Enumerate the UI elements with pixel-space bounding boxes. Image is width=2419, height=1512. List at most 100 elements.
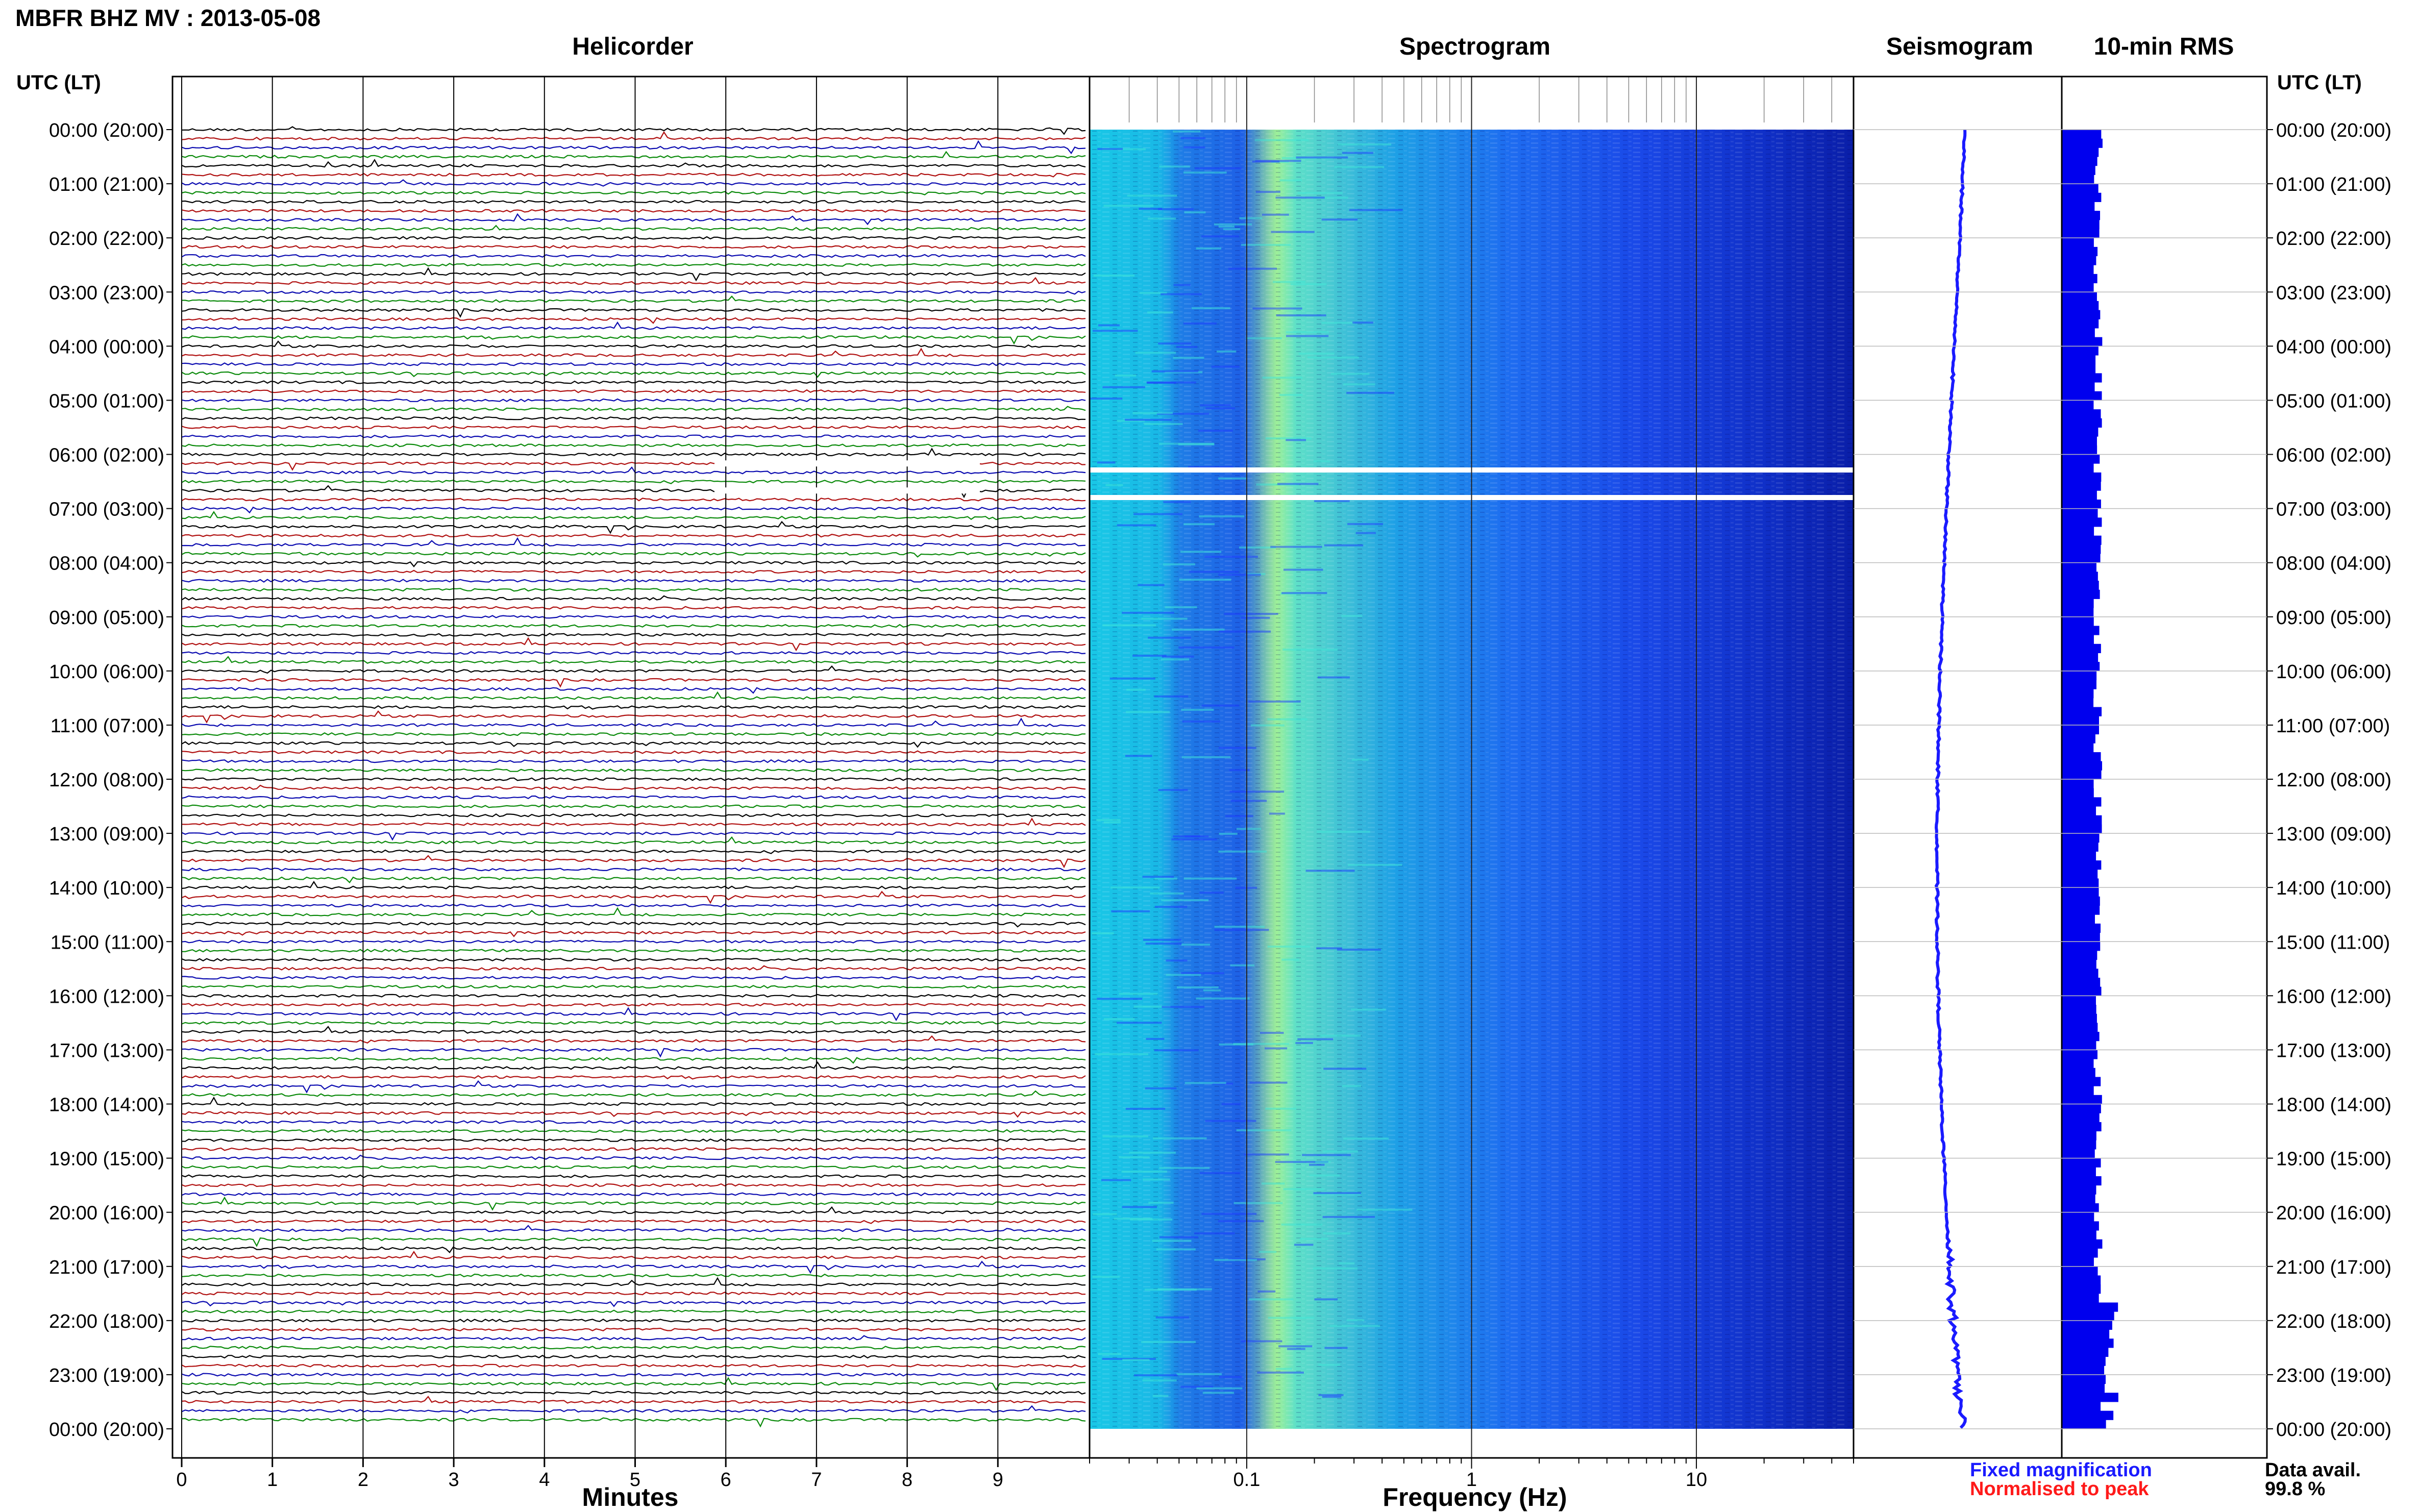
spectrogram-band xyxy=(1158,208,1194,210)
time-label-left: 06:00 (02:00) xyxy=(49,445,164,466)
spectrogram-band xyxy=(1184,1082,1226,1084)
spectrogram-band xyxy=(1214,929,1269,931)
helicorder-trace xyxy=(181,321,1086,330)
spectrogram-band xyxy=(1317,676,1350,679)
rms-bar xyxy=(2062,626,2100,635)
helicorder-trace xyxy=(181,1090,1086,1097)
spectrogram-band xyxy=(1196,997,1250,1000)
rms-bar xyxy=(2062,319,2099,329)
spectrogram-band xyxy=(1283,568,1323,571)
rms-bar xyxy=(2062,1077,2101,1086)
spectrogram-band xyxy=(1219,630,1271,633)
time-label-left: 10:00 (06:00) xyxy=(49,661,164,683)
helicorder-trace xyxy=(181,965,1086,971)
spectrogram-band xyxy=(1352,321,1373,324)
time-label-right: 07:00 (03:00) xyxy=(2276,499,2391,520)
spectrogram-band xyxy=(1179,579,1231,581)
spectrogram-band xyxy=(1314,500,1350,502)
spectrogram-band xyxy=(1156,1248,1196,1251)
spectrogram-band xyxy=(1225,815,1253,817)
spectrogram-band xyxy=(1313,1193,1361,1196)
helicorder-tick-label: 7 xyxy=(811,1469,822,1491)
helicorder-tick-label: 8 xyxy=(902,1469,912,1491)
spectrogram-band xyxy=(1287,1348,1305,1350)
helicorder-trace xyxy=(181,225,1086,231)
spectrogram-band xyxy=(1176,345,1198,348)
spectrogram-band xyxy=(1097,998,1143,1000)
spectrogram-band xyxy=(1260,1032,1284,1034)
spectrogram-band xyxy=(1095,1053,1148,1055)
spectrogram-band xyxy=(1117,1022,1162,1024)
spectrogram-band xyxy=(1154,906,1188,908)
spectrogram-band xyxy=(1351,758,1369,761)
spectrogram-band xyxy=(1201,235,1239,238)
rms-bar xyxy=(2062,1356,2106,1366)
helicorder-trace xyxy=(181,1192,1086,1197)
spectrogram-band xyxy=(1307,356,1359,359)
time-label-left: 02:00 (22:00) xyxy=(49,228,164,250)
spectrogram-band xyxy=(1180,551,1222,553)
spectrogram-band xyxy=(1286,331,1329,333)
rms-bar xyxy=(2062,1194,2095,1204)
spectrogram-band xyxy=(1148,1201,1174,1204)
rms-bar xyxy=(2062,1339,2114,1348)
spectrogram-band xyxy=(1141,1341,1196,1343)
time-label-right: 13:00 (09:00) xyxy=(2276,824,2391,845)
rms-bar xyxy=(2062,337,2103,346)
helicorder-trace xyxy=(181,1237,1086,1247)
spectrogram-band xyxy=(1236,1129,1292,1131)
spectrogram-band xyxy=(1093,1213,1117,1216)
spectrogram-band xyxy=(1122,1358,1150,1361)
rms-bar xyxy=(2062,526,2094,536)
spectrogram-band xyxy=(1139,208,1163,210)
spectrogram-band xyxy=(1317,831,1370,833)
helicorder-trace xyxy=(181,1335,1086,1341)
helicorder-trace xyxy=(181,1354,1086,1359)
time-label-left: 19:00 (15:00) xyxy=(49,1149,164,1170)
rms-bar xyxy=(2062,959,2096,969)
spectrogram-band xyxy=(1334,166,1385,168)
helicorder-trace xyxy=(181,263,1086,267)
rms-bar xyxy=(2062,734,2095,743)
helicorder-trace xyxy=(181,267,1086,282)
rms-bar xyxy=(2062,147,2099,157)
rms-bar xyxy=(2062,364,2096,374)
spectrogram-band xyxy=(1230,964,1255,966)
spectrogram-band xyxy=(1200,404,1231,407)
spectrogram-band xyxy=(1313,196,1348,199)
helicorder-trace xyxy=(181,191,1086,195)
spectrogram-band xyxy=(1098,324,1120,327)
time-label-right: 14:00 (10:00) xyxy=(2276,878,2391,899)
helicorder-trace xyxy=(181,836,1086,845)
helicorder-tick-label: 1 xyxy=(267,1469,278,1491)
time-label-left: 15:00 (11:00) xyxy=(51,932,164,953)
spectrogram-band xyxy=(1346,391,1394,394)
helicorder-trace xyxy=(181,777,1086,781)
rms-bar xyxy=(2062,1221,2099,1231)
spectrogram-band xyxy=(1134,1374,1178,1377)
rms-bar xyxy=(2062,689,2094,699)
spectrogram-band xyxy=(1161,658,1190,661)
spectrogram-band xyxy=(1183,146,1205,148)
time-label-left: 23:00 (19:00) xyxy=(49,1365,164,1386)
helicorder-trace xyxy=(181,665,1086,674)
time-label-left: 04:00 (00:00) xyxy=(49,336,164,358)
spectrogram-band xyxy=(1249,1081,1288,1084)
helicorder-trace xyxy=(181,804,1086,808)
spectrogram-band xyxy=(1324,544,1364,547)
spectrogram-band xyxy=(1214,926,1265,928)
rms-bar xyxy=(2062,797,2102,807)
rms-bar xyxy=(2062,1131,2096,1141)
spectrogram-band xyxy=(1097,148,1123,151)
spectrogram-band xyxy=(1268,1317,1315,1319)
spectrogram-band xyxy=(1218,850,1267,853)
spectrogram-band xyxy=(1125,1107,1166,1110)
helicorder-trace xyxy=(181,371,1086,378)
helicorder-trace xyxy=(181,1120,1086,1124)
rms-bar xyxy=(2062,616,2094,626)
spectrogram-band xyxy=(1092,1276,1120,1278)
rms-bar xyxy=(2062,1104,2101,1113)
helicorder-trace xyxy=(181,759,1086,763)
helicorder-trace xyxy=(181,569,1086,574)
helicorder-trace xyxy=(181,705,1085,710)
